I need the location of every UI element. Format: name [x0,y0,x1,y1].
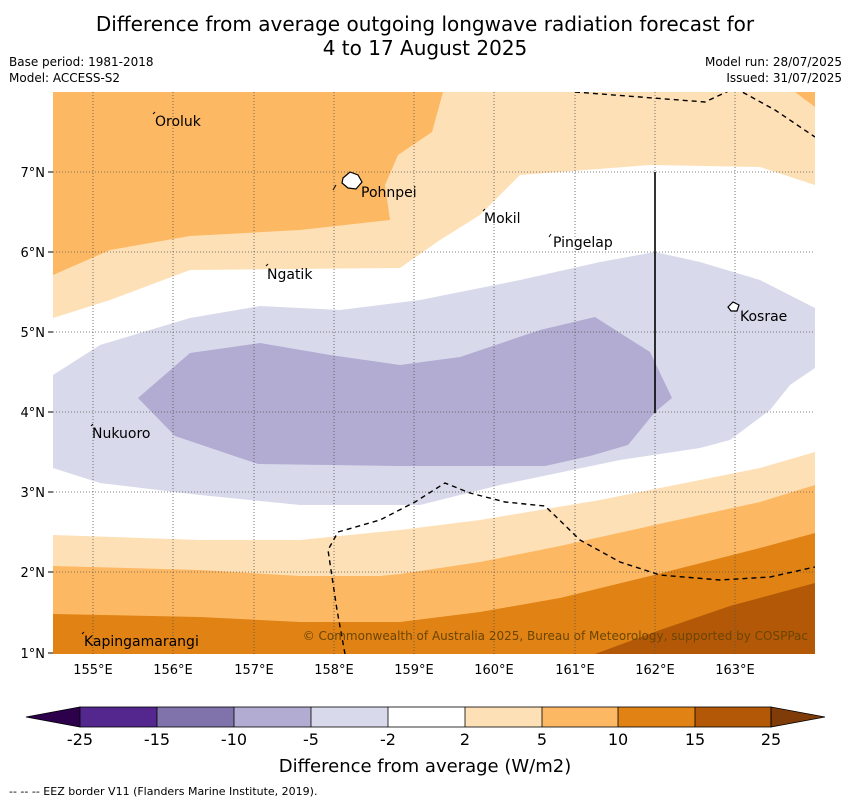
colorbar-bin-3 [234,707,311,727]
colorbar-label: Difference from average (W/m2) [279,756,571,777]
lat-label-3: 3°N [21,486,46,501]
colorbar-bin-7 [542,707,618,727]
colorbar-tick-7: 10 [608,730,628,749]
place-label-kosrae: Kosrae [740,309,787,325]
anomaly-zone-5-10-north [53,92,443,275]
colorbar-bin-4 [311,707,388,727]
anomaly-zone-10-15 [53,533,815,654]
lat-label-6: 6°N [21,246,46,261]
lat-tick-labels: 7°N 6°N 5°N 4°N 3°N 2°N 1°N [21,166,46,662]
lat-label-5: 5°N [21,326,46,341]
title-line-1: Difference from average outgoing longwav… [95,12,755,36]
lat-label-1: 1°N [21,647,46,662]
colorbar-tick-9: 25 [761,730,781,749]
lat-label-4: 4°N [21,406,46,421]
anomaly-zone-5-10-northeast [795,92,815,107]
lon-tick-labels: 155°E 156°E 157°E 158°E 159°E 160°E 161°… [73,663,755,678]
lon-label-161: 161°E [555,663,595,678]
meta-left: Base period: 1981-2018 Model: ACCESS-S2 [9,54,154,86]
map-ticks [48,171,53,654]
lon-label-160: 160°E [474,663,514,678]
eez-border [327,92,815,654]
colorbar-over-arrow [770,706,826,728]
issued-date: Issued: 31/07/2025 [726,71,842,85]
colorbar-tick-8: 15 [685,730,705,749]
pohnpei-reef [332,184,337,191]
colorbar-bin-5 [388,707,465,727]
place-label-oroluk: Oroluk [155,114,202,130]
colorbar-tick-6: 5 [537,730,547,749]
footer-note: -- -- -- EEZ border V11 (Flanders Marine… [9,785,318,798]
base-period: Base period: 1981-2018 [9,55,154,69]
pohnpei-island [341,171,363,190]
anomaly-zone-15-25 [595,583,815,654]
colorbar-tick-4: -2 [380,730,396,749]
meta-right: Model run: 28/07/2025 Issued: 31/07/2025 [705,54,842,86]
place-labels: Oroluk Pohnpei Mokil Pingelap Ngatik Kos… [84,114,787,650]
lon-label-159: 159°E [394,663,434,678]
chart-title: Difference from average outgoing longwav… [0,12,850,60]
lat-label-2: 2°N [21,566,46,581]
colorbar-tick-0: -25 [67,730,93,749]
colorbar-tick-2: -10 [221,730,247,749]
colorbar-tick-labels: -25 -15 -10 -5 -2 2 5 10 15 25 [67,730,781,749]
model-run: Model run: 28/07/2025 [704,55,842,69]
colorbar-bin-1 [80,707,157,727]
colorbar-bin-2 [157,707,234,727]
lon-label-157: 157°E [234,663,274,678]
lon-label-162: 162°E [635,663,675,678]
place-label-pohnpei: Pohnpei [361,185,417,201]
atoll-markers [81,111,552,635]
lon-label-156: 156°E [153,663,193,678]
lon-label-155: 155°E [73,663,113,678]
map-area [53,92,815,654]
colorbar-under-arrow [25,706,81,728]
colorbar-tick-3: -5 [303,730,319,749]
lon-label-158: 158°E [314,663,354,678]
title-line-2: 4 to 17 August 2025 [322,36,528,60]
colorbar [25,706,826,728]
colorbar-bin-8 [618,707,695,727]
colorbar-bin-9 [695,707,771,727]
place-label-pingelap: Pingelap [553,235,613,251]
copyright-notice: © Commonwealth of Australia 2025, Bureau… [303,629,808,643]
lat-label-7: 7°N [21,166,46,181]
lon-label-163: 163°E [715,663,755,678]
colorbar-bin-6 [465,707,542,727]
colorbar-tick-1: -15 [144,730,170,749]
place-label-nukuoro: Nukuoro [92,426,150,442]
graticule [53,92,815,654]
place-label-mokil: Mokil [484,211,521,227]
colorbar-tick-5: 2 [460,730,470,749]
place-label-ngatik: Ngatik [267,267,313,283]
anomaly-zone-minus-5-10 [138,317,672,466]
kosrae-island [727,301,740,312]
place-label-kapingamarangi: Kapingamarangi [84,634,199,650]
model-name: Model: ACCESS-S2 [9,71,121,85]
